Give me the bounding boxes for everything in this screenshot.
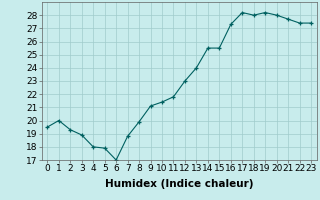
X-axis label: Humidex (Indice chaleur): Humidex (Indice chaleur) xyxy=(105,179,253,189)
